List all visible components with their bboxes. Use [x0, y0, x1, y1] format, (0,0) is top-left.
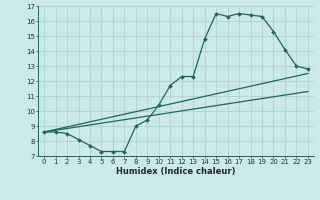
- X-axis label: Humidex (Indice chaleur): Humidex (Indice chaleur): [116, 167, 236, 176]
